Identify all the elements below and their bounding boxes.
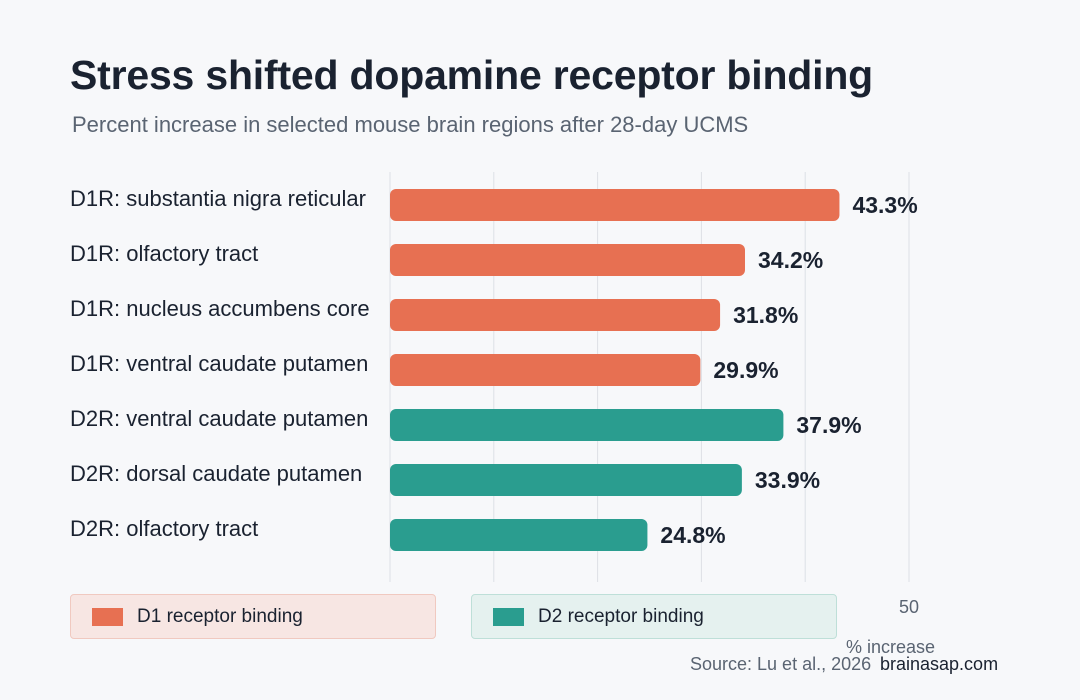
bar-1 bbox=[390, 189, 840, 221]
bar-3 bbox=[390, 299, 721, 331]
value-label-5: 37.9% bbox=[796, 412, 861, 438]
x-tick-label: 50 bbox=[898, 597, 920, 617]
legend-swatch-d1 bbox=[92, 607, 123, 626]
legend-label-d1: D1 receptor binding bbox=[137, 605, 303, 627]
source-note: Source: Lu et al., 2026 bbox=[690, 654, 872, 674]
value-label-1: 43.3% bbox=[852, 192, 917, 218]
category-label-5: D2R: ventral caudate putamen bbox=[70, 406, 369, 431]
value-label-3: 31.8% bbox=[733, 302, 798, 328]
brand-name: brainasap.com bbox=[880, 654, 999, 674]
bar-4 bbox=[390, 354, 701, 386]
bar-5 bbox=[390, 409, 784, 441]
legend-item-d1: D1 receptor binding bbox=[70, 594, 436, 639]
legend-swatch-d2 bbox=[493, 607, 524, 626]
x-axis-title: % increase bbox=[846, 637, 936, 657]
category-label-3: D1R: nucleus accumbens core bbox=[70, 296, 370, 321]
value-label-4: 29.9% bbox=[713, 357, 778, 383]
value-label-2: 34.2% bbox=[758, 247, 823, 273]
bar-2 bbox=[390, 244, 745, 276]
bar-7 bbox=[390, 519, 648, 551]
legend-item-d2: D2 receptor binding bbox=[471, 594, 837, 639]
category-label-7: D2R: olfactory tract bbox=[70, 516, 259, 541]
category-label-4: D1R: ventral caudate putamen bbox=[70, 351, 369, 376]
category-label-6: D2R: dorsal caudate putamen bbox=[70, 461, 363, 486]
chart-title: Stress shifted dopamine receptor binding bbox=[70, 52, 874, 98]
value-label-7: 24.8% bbox=[660, 522, 725, 548]
category-label-1: D1R: substantia nigra reticular bbox=[70, 186, 366, 211]
category-label-2: D1R: olfactory tract bbox=[70, 241, 259, 266]
bar-6 bbox=[390, 464, 742, 496]
value-label-6: 33.9% bbox=[755, 467, 820, 493]
chart-subtitle: Percent increase in selected mouse brain… bbox=[72, 112, 749, 137]
legend-label-d2: D2 receptor binding bbox=[538, 605, 704, 627]
